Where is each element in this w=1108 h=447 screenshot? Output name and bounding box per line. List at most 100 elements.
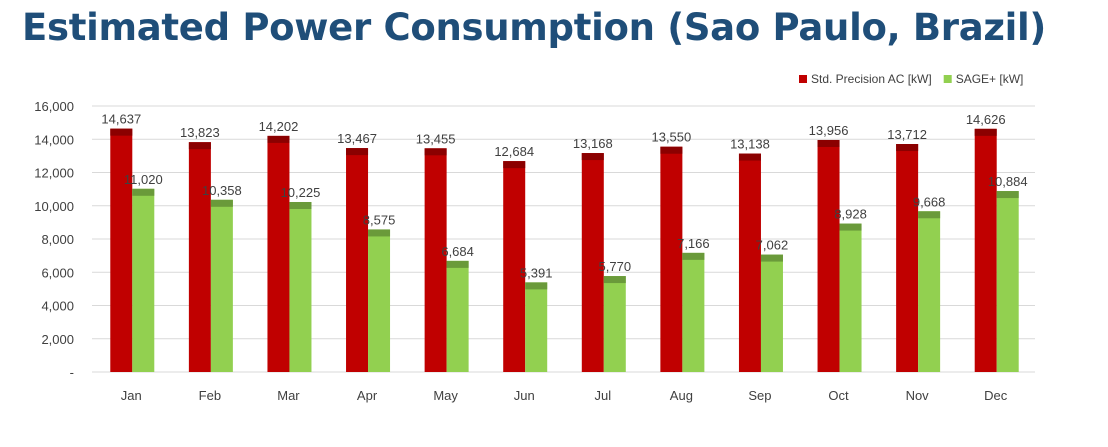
bar-sage-plus [132, 188, 155, 372]
data-label: 10,225 [281, 185, 321, 200]
bar-cap [210, 199, 233, 207]
y-tick-label: 4,000 [41, 299, 74, 314]
bar-sage-plus [603, 276, 626, 372]
data-label: 12,684 [494, 144, 534, 159]
y-tick-label: 8,000 [41, 232, 74, 247]
x-tick-label: Dec [984, 388, 1008, 403]
y-tick-label: 16,000 [34, 99, 74, 114]
data-label: 5,770 [599, 259, 632, 274]
bar-cap [682, 252, 705, 260]
y-tick-label: 2,000 [41, 332, 74, 347]
bar-cap [918, 211, 941, 219]
x-tick-label: Feb [199, 388, 221, 403]
legend-swatch [799, 75, 807, 83]
bar-sage-plus [289, 202, 312, 372]
bar-std-precision-ac [188, 142, 211, 372]
data-label: 14,202 [259, 119, 299, 134]
data-label: 7,062 [756, 238, 789, 253]
x-axis-ticks: Jan Feb Mar Apr May Jun Jul Aug Sep Oct Nov Dec [121, 388, 1008, 403]
bar-series [110, 128, 1019, 372]
y-tick-label: - [70, 365, 74, 380]
y-tick-label: 10,000 [34, 199, 74, 214]
data-label: 10,358 [202, 183, 242, 198]
bar-cap [603, 276, 626, 284]
bar-cap [525, 282, 548, 290]
bar-sage-plus [760, 254, 783, 372]
bar-cap [346, 148, 369, 156]
bar-cap [289, 202, 312, 210]
data-label: 10,884 [988, 174, 1028, 189]
bar-cap [110, 128, 133, 136]
bar-std-precision-ac [110, 128, 133, 372]
bar-std-precision-ac [267, 135, 290, 372]
bar-cap [503, 161, 526, 169]
x-tick-label: Mar [277, 388, 300, 403]
bar-cap [996, 191, 1019, 199]
bar-cap [738, 153, 761, 161]
data-label: 8,928 [834, 207, 867, 222]
bar-std-precision-ac [581, 153, 604, 372]
x-tick-label: Jun [514, 388, 535, 403]
data-label: 8,575 [363, 212, 396, 227]
x-tick-label: Apr [357, 388, 378, 403]
x-tick-label: May [433, 388, 458, 403]
bar-cap [974, 128, 997, 136]
x-tick-label: Sep [748, 388, 771, 403]
data-label: 9,668 [913, 194, 946, 209]
bar-sage-plus [210, 199, 233, 372]
data-label: 6,684 [441, 244, 474, 259]
bar-cap [896, 144, 919, 152]
data-labels: 14,637 11,020 13,823 10,358 14,202 10,225 13,4… [101, 112, 1027, 281]
bar-std-precision-ac [896, 144, 919, 372]
data-label: 13,455 [416, 131, 456, 146]
bar-sage-plus [368, 229, 391, 372]
x-tick-label: Oct [828, 388, 849, 403]
y-tick-label: 12,000 [34, 166, 74, 181]
bar-cap [817, 139, 840, 147]
bar-std-precision-ac [424, 148, 447, 372]
chart-title: Estimated Power Consumption (Sao Paulo, … [22, 6, 1047, 49]
bar-sage-plus [682, 252, 705, 372]
data-label: 14,626 [966, 112, 1006, 127]
bar-std-precision-ac [660, 146, 683, 372]
data-label: 13,467 [337, 131, 377, 146]
legend-label: SAGE+ [kW] [956, 72, 1024, 86]
x-tick-label: Jul [594, 388, 611, 403]
legend: Std. Precision AC [kW] SAGE+ [kW] [799, 72, 1023, 86]
data-label: 13,550 [651, 130, 691, 145]
bar-std-precision-ac [738, 153, 761, 372]
grid-lines [92, 105, 1035, 373]
bar-std-precision-ac [346, 148, 369, 372]
bar-cap [368, 229, 391, 237]
data-label: 13,956 [809, 123, 849, 138]
y-tick-label: 6,000 [41, 265, 74, 280]
y-axis-ticks: - 2,000 4,000 6,000 8,000 10,000 12,000 14,000 1… [34, 99, 74, 380]
bar-cap [839, 223, 862, 231]
bar-cap [267, 135, 290, 143]
data-label: 14,637 [101, 112, 141, 127]
bar-cap [660, 146, 683, 154]
data-label: 13,712 [887, 127, 927, 142]
bar-sage-plus [839, 223, 862, 372]
data-label: 5,391 [520, 265, 553, 280]
bar-cap [188, 142, 211, 150]
data-label: 13,823 [180, 125, 220, 140]
bar-cap [581, 153, 604, 161]
bar-sage-plus [996, 191, 1019, 372]
bar-sage-plus [918, 211, 941, 372]
bar-std-precision-ac [503, 161, 526, 372]
bar-sage-plus [446, 260, 469, 372]
legend-label: Std. Precision AC [kW] [811, 72, 932, 86]
bar-sage-plus [525, 282, 548, 372]
bar-cap [424, 148, 447, 156]
data-label: 13,168 [573, 136, 613, 151]
data-label: 13,138 [730, 137, 770, 152]
bar-cap [132, 188, 155, 196]
x-tick-label: Nov [906, 388, 930, 403]
bar-cap [760, 254, 783, 262]
data-label: 7,166 [677, 236, 710, 251]
x-tick-label: Aug [670, 388, 693, 403]
legend-swatch [943, 75, 952, 83]
y-tick-label: 14,000 [34, 132, 74, 147]
bar-cap [446, 260, 469, 268]
